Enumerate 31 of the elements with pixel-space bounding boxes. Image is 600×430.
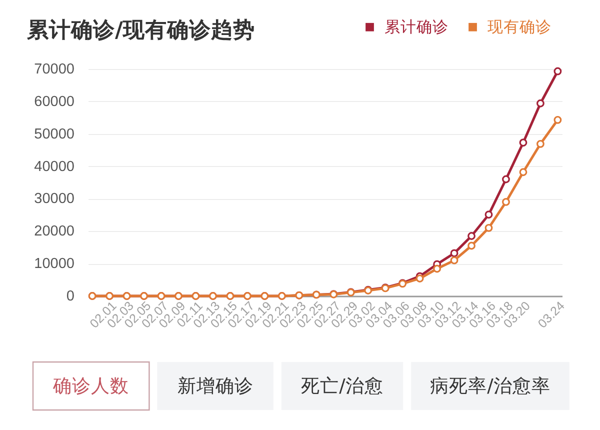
- text: 病死率/治愈率: [430, 375, 550, 397]
- chart-title: 累计确诊/现有确诊趋势: [26, 18, 255, 43]
- text: 新增确诊: [177, 375, 254, 397]
- y-tick-label: 30000: [34, 191, 74, 208]
- legend-label: 累计确诊: [384, 18, 448, 36]
- point: [450, 256, 458, 264]
- y-tick-label: 0: [66, 288, 74, 304]
- y-tick-label: 50000: [34, 126, 74, 142]
- point: [502, 198, 510, 206]
- y-tick-label: 60000: [34, 94, 74, 110]
- text: 确诊人数: [52, 376, 130, 397]
- point: [519, 168, 528, 176]
- y-tick-label: 70000: [34, 62, 74, 78]
- point: [484, 224, 493, 232]
- point: [468, 242, 476, 250]
- point: [554, 116, 562, 124]
- point: [484, 210, 493, 219]
- y-tick-label: 40000: [34, 158, 74, 175]
- point: [536, 140, 544, 148]
- y-tick-label: 20000: [34, 224, 74, 240]
- point: [433, 264, 441, 273]
- y-tick-label: 10000: [34, 256, 74, 272]
- text: 死亡/治愈: [301, 375, 384, 397]
- point: [450, 249, 458, 258]
- point: [536, 99, 544, 108]
- point: [554, 67, 562, 76]
- point: [519, 138, 528, 147]
- point: [416, 274, 424, 282]
- point: [502, 175, 510, 184]
- point: [468, 232, 476, 240]
- legend-label: 现有确诊: [488, 18, 552, 36]
